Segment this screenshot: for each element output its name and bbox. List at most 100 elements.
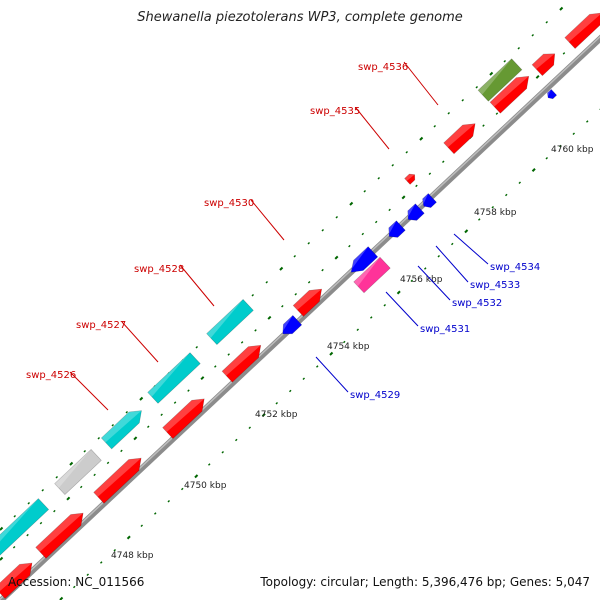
gene-feature[interactable] [221,340,266,383]
gene-feature-shade [293,289,322,310]
gene-feature[interactable] [0,557,37,599]
gene-feature[interactable] [278,314,303,338]
tick-mark [0,556,4,561]
tick-mark [275,402,278,405]
gene-label[interactable]: swp_4527 [76,320,126,331]
tick-mark [562,52,566,55]
tick-mark [221,451,224,454]
scale-label: 4750 kbp [184,481,227,491]
gene-feature[interactable] [564,7,600,49]
tick-mark [363,190,366,193]
tick-mark [126,535,131,540]
gene-feature[interactable] [420,193,437,211]
gene-feature[interactable] [346,246,379,278]
gene-label[interactable]: swp_4528 [134,264,184,275]
tick-mark [383,304,386,307]
tick-mark [415,184,418,188]
gene-feature-shape [100,410,142,450]
tick-mark [559,144,562,148]
scale-label: 4752 kbp [255,410,298,420]
gene-leader-line [453,233,489,265]
gene-feature-shade [353,257,380,287]
gene-feature-shape [407,203,425,221]
tick-mark [235,438,238,442]
tick-mark [55,476,58,479]
tick-mark [173,401,177,404]
gene-feature-shade [222,345,261,376]
gene-feature[interactable] [545,88,558,100]
tick-mark [261,413,266,417]
gene-feature[interactable] [35,508,89,559]
gene-label[interactable]: swp_4534 [490,262,540,273]
tick-mark [194,474,199,479]
tick-mark [478,218,481,221]
gene-feature[interactable] [489,71,534,114]
gene-feature[interactable] [404,203,425,224]
gene-label[interactable]: swp_4532 [452,298,502,309]
tick-mark [377,177,380,180]
gene-label[interactable]: swp_4536 [358,62,408,73]
scale-label: 4760 kbp [551,145,594,155]
tick-mark [120,449,123,453]
tick-mark [53,509,56,513]
tick-mark [12,545,16,549]
gene-label[interactable]: swp_4530 [204,198,254,209]
tick-mark [424,267,427,270]
gene-feature-shade [478,58,512,95]
gene-feature[interactable] [404,172,418,185]
gene-feature-shape [477,58,523,102]
tick-mark [133,436,138,441]
gene-feature[interactable] [531,48,560,77]
gene-feature-shape [564,12,600,49]
tick-mark [214,365,217,368]
gene-feature[interactable] [353,256,391,294]
tick-mark [545,157,548,160]
gene-feature[interactable] [0,498,50,558]
tick-mark [396,290,401,295]
gene-label[interactable]: swp_4533 [470,280,520,291]
gene-feature[interactable] [385,220,406,241]
tick-mark [442,160,445,163]
tick-mark [447,112,450,115]
gene-feature[interactable] [162,393,210,440]
gene-feature[interactable] [443,118,481,155]
tick-mark [391,164,394,167]
gene-feature[interactable] [100,405,146,450]
gene-feature[interactable] [54,448,102,496]
gene-feature-shade [101,410,142,443]
gene-leader-line [69,371,109,411]
gene-feature-shade [547,89,552,98]
gene-feature[interactable] [477,58,523,102]
gene-feature[interactable] [93,453,147,504]
tick-mark [410,279,413,282]
tick-mark [335,216,338,219]
gene-feature[interactable] [292,284,327,317]
gene-feature-shape [292,288,323,317]
tick-mark [139,396,144,401]
gene-feature[interactable] [147,352,201,404]
gene-label[interactable]: swp_4526 [26,370,76,381]
tick-mark [100,561,103,564]
tick-mark [401,195,406,200]
gene-feature-shade [407,203,416,220]
tick-mark [307,280,311,284]
tick-mark [279,266,284,271]
gene-leader-line [121,321,159,363]
gene-feature-shape [93,457,142,504]
tick-mark [254,329,257,332]
tick-mark [374,220,378,224]
tick-mark [433,125,436,128]
tick-mark [27,502,30,505]
gene-label[interactable]: swp_4535 [310,106,360,117]
tick-mark [572,132,575,135]
tick-mark [545,21,548,24]
tick-mark [419,136,424,141]
gene-feature[interactable] [206,298,254,346]
gene-label[interactable]: swp_4531 [420,324,470,335]
genome-backbone-highlight [0,35,600,600]
gene-feature-shape [489,75,530,114]
gene-label[interactable]: swp_4529 [350,390,400,401]
tick-mark [0,526,4,531]
tick-marks [0,6,600,600]
